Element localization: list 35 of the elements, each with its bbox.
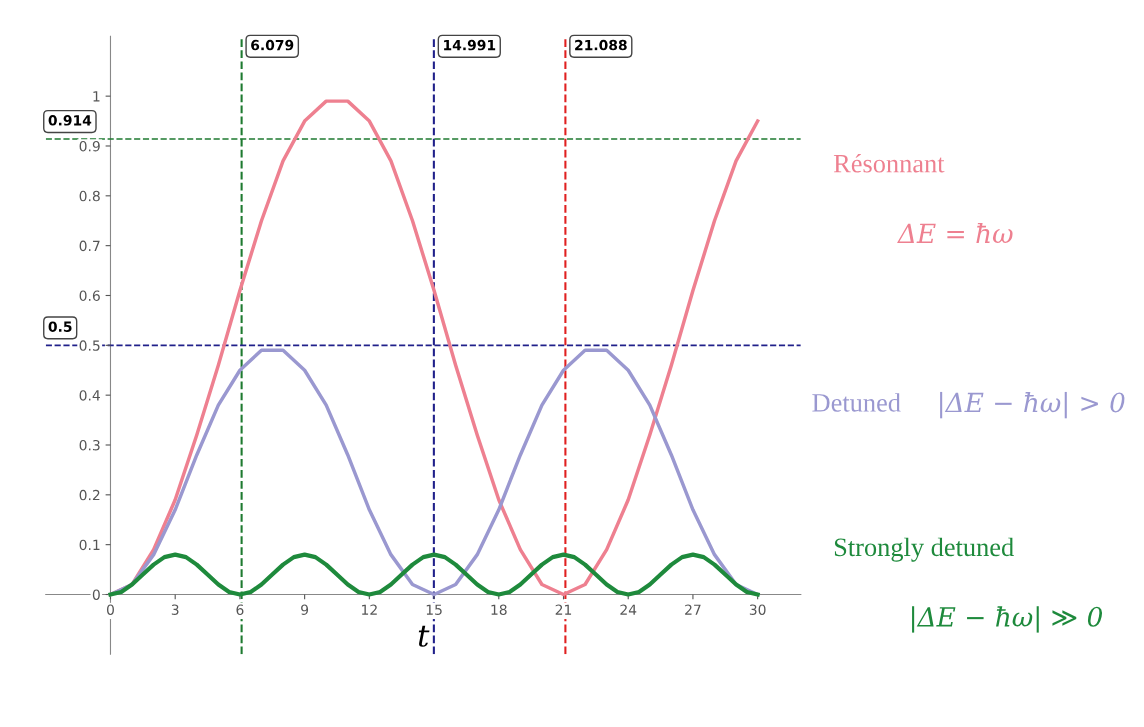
ref-line-label: 21.088 <box>575 39 627 51</box>
text: Résonnant <box>833 153 945 173</box>
x-tick-label: 21 <box>555 604 572 615</box>
text: |ΔE − ħω| > 0 <box>940 391 1125 419</box>
ref-line-label: 6.079 <box>251 39 294 51</box>
y-tick-label: 0.8 <box>79 190 100 202</box>
x-tick-label: 15 <box>426 604 442 615</box>
x-tick-label: 9 <box>301 604 309 615</box>
y-tick-label: 1 <box>93 91 100 102</box>
text: Detuned <box>812 393 901 412</box>
line-series <box>108 552 760 597</box>
y-tick-label: 0.1 <box>79 539 100 551</box>
y-tick-label: 0.7 <box>79 240 100 252</box>
ref-line-label: 0.5 <box>48 321 72 332</box>
x-tick-label: 24 <box>620 604 637 615</box>
y-tick-label: 0.6 <box>79 290 100 301</box>
x-tick-label: 27 <box>685 604 701 615</box>
x-axis-title: t <box>418 625 430 647</box>
ref-line-label: 0.914 <box>48 115 92 126</box>
x-tick-label: 18 <box>491 604 507 615</box>
y-tick-label: 0.4 <box>79 390 100 401</box>
y-tick-label: 0.9 <box>79 140 100 152</box>
text: ΔE = ħω <box>897 222 1013 244</box>
y-tick-label: 0.3 <box>79 439 100 451</box>
x-tick-label: 6 <box>236 604 244 615</box>
ref-line-label: 14.991 <box>444 39 496 51</box>
text: Strongly detuned <box>834 537 1014 562</box>
y-tick-label: 0.5 <box>79 340 100 351</box>
x-tick-label: 30 <box>749 604 766 615</box>
x-tick-label: 0 <box>106 604 114 615</box>
x-tick-label: 12 <box>362 604 377 615</box>
y-tick-label: 0.2 <box>79 489 100 501</box>
text: |ΔE − ħω| ≫ 0 <box>912 606 1102 633</box>
y-tick-label: 0 <box>92 589 100 600</box>
x-tick-label: 3 <box>171 604 179 615</box>
